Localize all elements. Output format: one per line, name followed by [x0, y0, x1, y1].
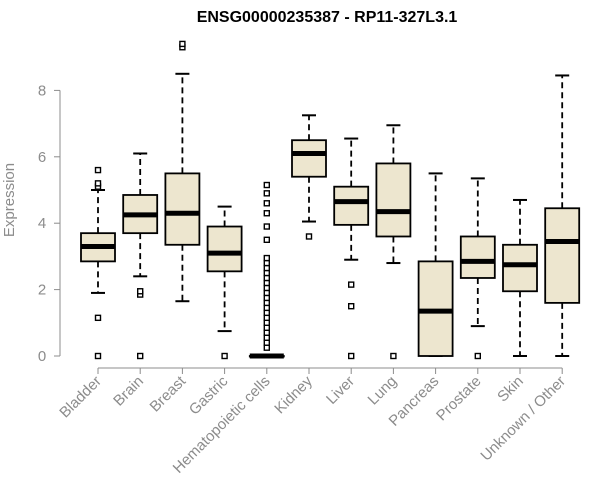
y-tick-label: 4 — [38, 215, 46, 232]
outlier-point — [94, 352, 102, 360]
outlier-point — [263, 289, 270, 297]
box-body — [333, 185, 370, 226]
outlier-point — [263, 274, 270, 282]
y-tick-label: 8 — [38, 82, 46, 99]
y-tick-label: 2 — [38, 282, 46, 299]
outlier-point — [94, 166, 102, 174]
outlier-point — [221, 352, 228, 360]
outlier-point — [263, 269, 270, 277]
y-axis: 0 2 4 6 8 — [38, 82, 61, 365]
outlier-point — [263, 200, 270, 207]
y-axis-label: Expression — [1, 163, 18, 237]
outlier-point — [474, 352, 481, 360]
box-body — [291, 139, 327, 178]
outlier-point — [263, 279, 270, 287]
outlier-point — [305, 233, 313, 240]
x-tick-label: Kidney — [271, 372, 316, 417]
outlier-point — [263, 304, 270, 312]
box-0 — [80, 166, 116, 360]
x-tick-label: Skin — [494, 373, 527, 406]
outlier-point — [94, 314, 102, 322]
outlier-point — [263, 314, 270, 322]
outlier-point — [390, 352, 397, 360]
box-5 — [291, 114, 327, 240]
x-tick-label: Prostate — [433, 373, 485, 425]
outlier-point — [263, 210, 270, 217]
outlier-point — [263, 236, 270, 244]
box-1 — [122, 152, 159, 360]
outlier-point — [263, 294, 270, 302]
outlier-point — [179, 40, 186, 48]
outlier-point — [263, 344, 270, 351]
outlier-point — [263, 254, 270, 262]
outlier-point — [263, 299, 270, 307]
x-tick-label: Breast — [147, 372, 190, 415]
box-body — [459, 235, 496, 279]
box-3 — [206, 205, 243, 360]
box-body — [375, 162, 412, 238]
outlier-point — [263, 324, 270, 331]
box-body — [544, 207, 581, 304]
outlier-point — [94, 180, 102, 187]
box-10 — [502, 198, 538, 357]
outlier-point — [136, 352, 144, 360]
outlier-point — [136, 288, 144, 295]
outlier-point — [263, 259, 270, 267]
y-tick-label: 0 — [38, 348, 46, 365]
outlier-point — [263, 190, 270, 197]
outlier-point — [263, 319, 270, 326]
boxes-group — [80, 40, 581, 360]
x-tick-label: Liver — [323, 373, 358, 408]
x-tick-label: Bladder — [56, 373, 105, 422]
box-body — [206, 225, 243, 273]
x-tick-label: Lung — [365, 373, 401, 409]
outlier-point — [263, 223, 270, 230]
box-8 — [417, 172, 454, 357]
outlier-point — [263, 264, 270, 272]
box-11 — [544, 74, 581, 357]
box-7 — [375, 124, 412, 360]
x-tick-label: Brain — [110, 373, 147, 410]
y-tick-label: 6 — [38, 149, 46, 166]
outlier-point — [348, 303, 355, 310]
outlier-point — [263, 334, 270, 341]
outlier-point — [263, 339, 270, 346]
outlier-point — [348, 281, 355, 288]
box-body — [502, 243, 538, 293]
box-9 — [459, 177, 496, 360]
outlier-point — [263, 309, 270, 317]
box-body — [164, 172, 201, 246]
box-6 — [333, 137, 370, 360]
outlier-point — [263, 329, 270, 336]
outlier-point — [263, 284, 270, 292]
box-4 — [248, 181, 285, 359]
outlier-point — [348, 352, 355, 360]
outlier-point — [263, 181, 270, 189]
chart-title: ENSG00000235387 - RP11-327L3.1 — [197, 9, 458, 26]
box-2 — [164, 40, 201, 303]
